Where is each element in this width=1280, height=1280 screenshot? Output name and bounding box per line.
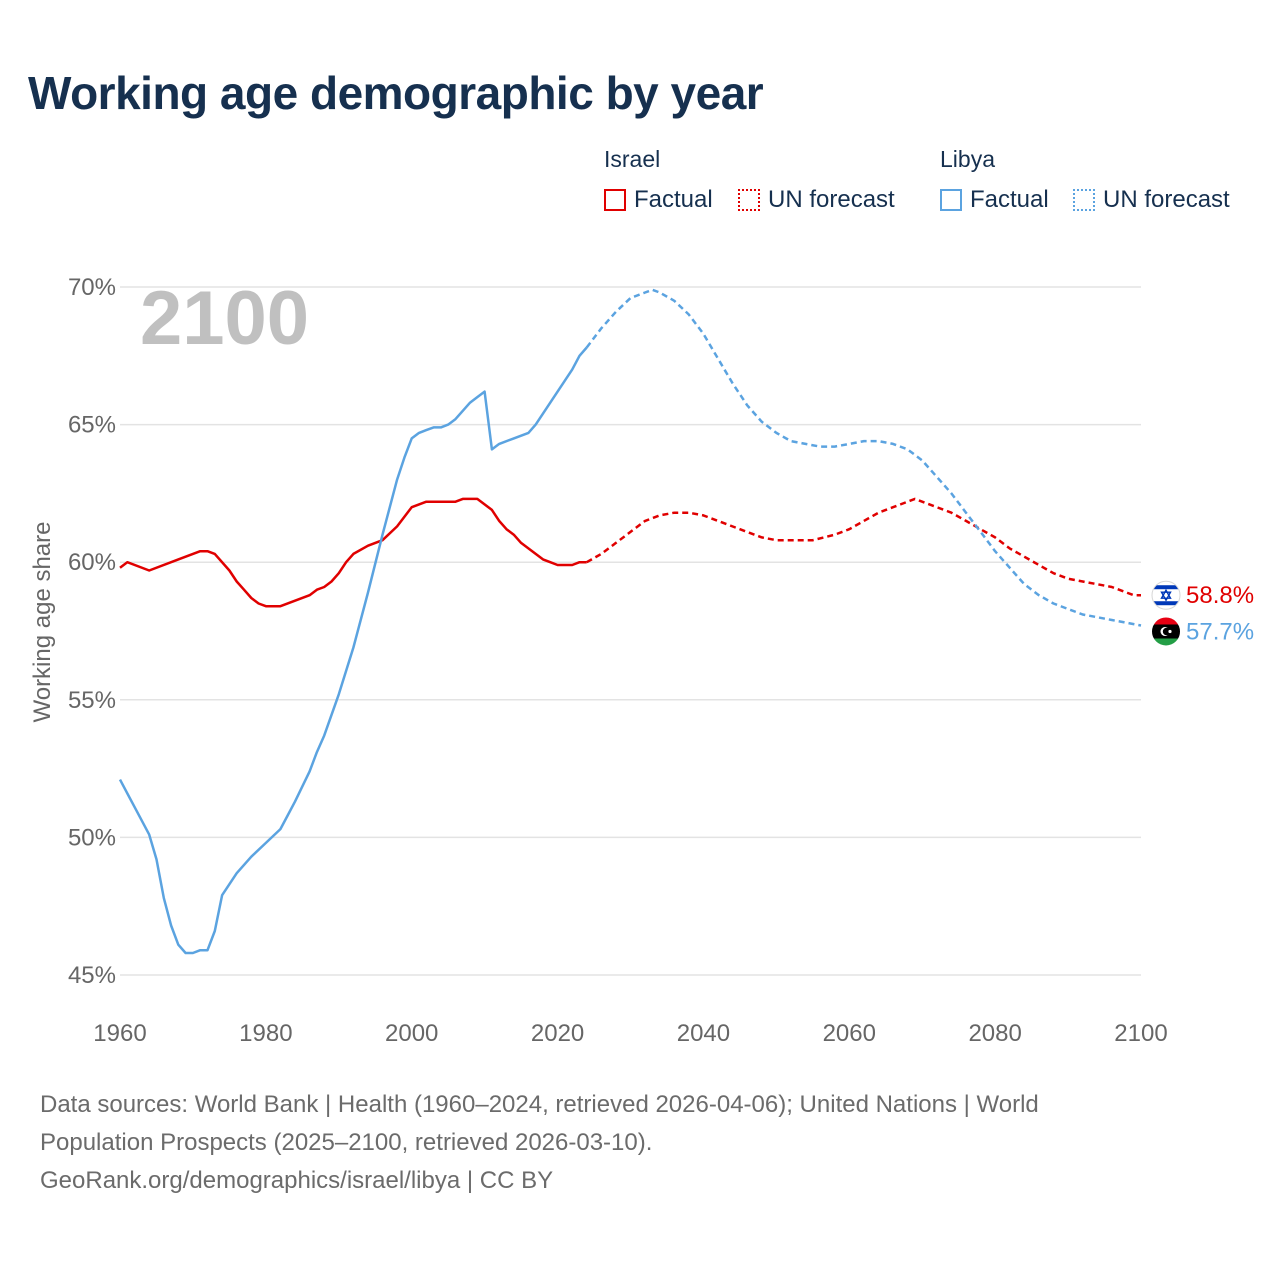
libya-flag-icon bbox=[1152, 617, 1180, 646]
sources-line-1: Data sources: World Bank | Health (1960–… bbox=[40, 1091, 1039, 1118]
grid-lines bbox=[120, 286, 1141, 976]
israel-flag-icon bbox=[1152, 581, 1180, 610]
legend-israel-forecast-label: UN forecast bbox=[768, 186, 895, 213]
year-watermark: 2100 bbox=[140, 276, 309, 361]
legend-libya-forecast[interactable]: UN forecast bbox=[1073, 186, 1230, 214]
legend-israel-title: Israel bbox=[604, 146, 661, 172]
legend-libya-title: Libya bbox=[940, 146, 995, 172]
series-lines bbox=[118, 288, 1142, 955]
legend-israel-factual-label: Factual bbox=[634, 186, 713, 213]
legend-israel-factual[interactable]: Factual bbox=[604, 186, 713, 214]
legend-libya-factual-label: Factual bbox=[970, 186, 1049, 213]
x-tick-label: 2060 bbox=[823, 1020, 876, 1047]
y-tick-label: 50% bbox=[68, 824, 116, 851]
libya-end-label: 57.7% bbox=[1186, 618, 1254, 645]
legend-israel-forecast[interactable]: UN forecast bbox=[738, 186, 895, 214]
legend-libya-factual[interactable]: Factual bbox=[940, 186, 1049, 214]
y-tick-label: 60% bbox=[68, 549, 116, 576]
israel-forecast-line bbox=[586, 497, 1141, 597]
y-tick-label: 65% bbox=[68, 412, 116, 439]
x-tick-label: 2040 bbox=[677, 1020, 730, 1047]
sources-line-2: Population Prospects (2025–2100, retriev… bbox=[40, 1129, 653, 1156]
x-tick-label: 2100 bbox=[1114, 1020, 1167, 1047]
legend-swatch-solid bbox=[940, 189, 962, 211]
legend-libya-forecast-label: UN forecast bbox=[1103, 186, 1230, 213]
data-sources: Data sources: World Bank | Health (1960–… bbox=[40, 1086, 1220, 1200]
libya-factual-line bbox=[118, 346, 588, 955]
y-tick-label: 55% bbox=[68, 687, 116, 714]
line-chart: 2100 45% 50% 55% 60% 65% 70% 1960 1980 2000 2020… bbox=[29, 274, 1254, 1047]
israel-end-label: 58.8% bbox=[1186, 582, 1254, 609]
y-axis-label: Working age share bbox=[29, 522, 56, 723]
x-tick-label: 2000 bbox=[385, 1020, 438, 1047]
x-axis-ticks: 1960 1980 2000 2020 2040 2060 2080 2100 bbox=[93, 1020, 1167, 1047]
sources-link[interactable]: GeoRank.org/demographics/israel/libya | … bbox=[40, 1167, 554, 1194]
x-tick-label: 1980 bbox=[239, 1020, 292, 1047]
legend-swatch-solid bbox=[604, 189, 626, 211]
israel-factual-line bbox=[119, 497, 587, 608]
x-tick-label: 2080 bbox=[968, 1020, 1021, 1047]
libya-forecast-line bbox=[585, 288, 1142, 627]
end-markers: 58.8% 57.7% bbox=[1151, 580, 1254, 646]
legend-swatch-dotted bbox=[738, 189, 760, 211]
x-tick-label: 2020 bbox=[531, 1020, 584, 1047]
y-axis-ticks: 45% 50% 55% 60% 65% 70% bbox=[68, 274, 116, 989]
y-tick-label: 70% bbox=[68, 274, 116, 301]
chart-title: Working age demographic by year bbox=[28, 67, 764, 119]
x-tick-label: 1960 bbox=[93, 1020, 146, 1047]
legend-swatch-dotted bbox=[1073, 189, 1095, 211]
y-tick-label: 45% bbox=[68, 962, 116, 989]
